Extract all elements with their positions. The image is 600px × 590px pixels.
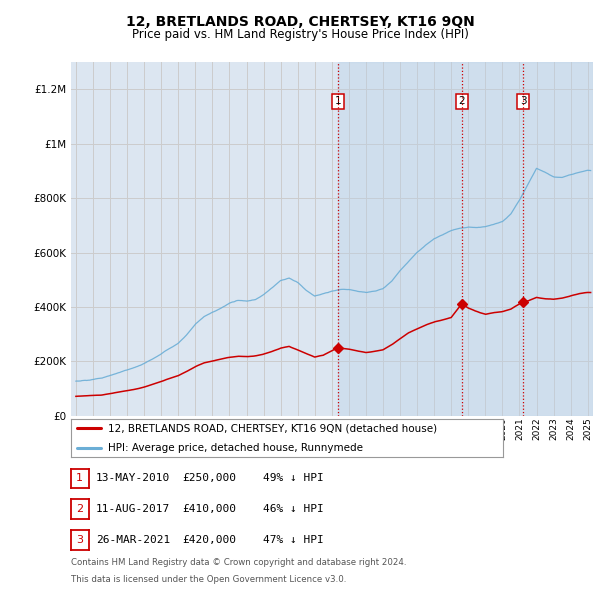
Text: 1: 1 <box>76 474 83 483</box>
Text: 49% ↓ HPI: 49% ↓ HPI <box>263 474 323 483</box>
Text: 2: 2 <box>76 504 83 514</box>
Text: Contains HM Land Registry data © Crown copyright and database right 2024.: Contains HM Land Registry data © Crown c… <box>71 558 406 567</box>
Text: £410,000: £410,000 <box>182 504 236 514</box>
Text: HPI: Average price, detached house, Runnymede: HPI: Average price, detached house, Runn… <box>107 442 362 453</box>
Text: £250,000: £250,000 <box>182 474 236 483</box>
Text: 3: 3 <box>76 535 83 545</box>
Text: 46% ↓ HPI: 46% ↓ HPI <box>263 504 323 514</box>
Bar <box>338 62 593 416</box>
Text: 47% ↓ HPI: 47% ↓ HPI <box>263 535 323 545</box>
Text: 11-AUG-2017: 11-AUG-2017 <box>96 504 170 514</box>
Text: 2: 2 <box>458 96 465 106</box>
Text: 3: 3 <box>520 96 527 106</box>
Text: 1: 1 <box>335 96 341 106</box>
Text: This data is licensed under the Open Government Licence v3.0.: This data is licensed under the Open Gov… <box>71 575 346 584</box>
Text: 26-MAR-2021: 26-MAR-2021 <box>96 535 170 545</box>
Text: Price paid vs. HM Land Registry's House Price Index (HPI): Price paid vs. HM Land Registry's House … <box>131 28 469 41</box>
Text: 12, BRETLANDS ROAD, CHERTSEY, KT16 9QN: 12, BRETLANDS ROAD, CHERTSEY, KT16 9QN <box>125 15 475 29</box>
Text: 13-MAY-2010: 13-MAY-2010 <box>96 474 170 483</box>
Text: £420,000: £420,000 <box>182 535 236 545</box>
Text: 12, BRETLANDS ROAD, CHERTSEY, KT16 9QN (detached house): 12, BRETLANDS ROAD, CHERTSEY, KT16 9QN (… <box>107 424 437 434</box>
